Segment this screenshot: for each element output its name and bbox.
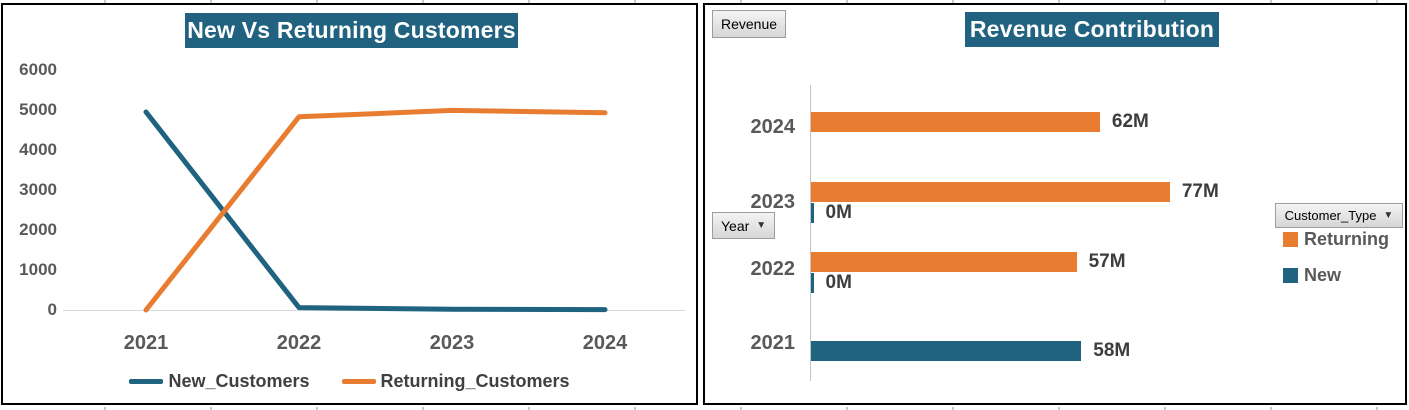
- bar-2021-new[interactable]: [811, 341, 1082, 361]
- category-axis-label: 2023: [750, 191, 796, 213]
- category-axis-label: 2022: [750, 258, 796, 280]
- pivot-field-button-customer-type-label: Customer_Type: [1284, 208, 1377, 223]
- line-chart-panel[interactable]: New Vs Returning Customers 6000 5000 4000 3…: [1, 3, 698, 405]
- legend-item-new[interactable]: New: [1283, 265, 1389, 286]
- bar-2024-returning[interactable]: [811, 112, 1100, 132]
- y-axis-tick-label: 1000: [19, 260, 57, 279]
- bar-chart-title[interactable]: Revenue Contribution: [965, 12, 1219, 47]
- y-axis-tick-label: 2000: [19, 220, 57, 239]
- bar-chart-panel[interactable]: Revenue Revenue Contribution 2024 62M 2023…: [703, 3, 1407, 405]
- pivot-field-button-year[interactable]: Year ▼: [712, 212, 776, 239]
- bar-data-label: 0M: [825, 272, 852, 293]
- bar-data-label: 77M: [1181, 181, 1219, 202]
- bar-data-label: 58M: [1093, 340, 1131, 361]
- bar-chart-legend[interactable]: Returning New: [1283, 229, 1389, 301]
- legend-item-label: Returning_Customers: [380, 371, 570, 391]
- sheet-gridline-strip-bottom: [0, 407, 1409, 410]
- bar-chart-category-axis-line: [810, 85, 811, 381]
- category-axis-label: 2024: [750, 116, 796, 138]
- bar-data-label: 0M: [825, 202, 852, 223]
- legend-item-returning_customers[interactable]: Returning_Customers: [341, 371, 570, 392]
- dropdown-arrow-icon: ▼: [756, 219, 767, 231]
- legend-item-label: New_Customers: [168, 371, 310, 391]
- bar-data-label: 57M: [1088, 251, 1126, 272]
- y-axis-tick-label: 4000: [19, 140, 57, 159]
- bar-2023-returning[interactable]: [811, 182, 1170, 202]
- y-axis-tick-label: 6000: [19, 60, 57, 79]
- x-axis-tick-label: 2021: [123, 332, 169, 354]
- legend-item-returning[interactable]: Returning: [1283, 229, 1389, 250]
- legend-item-label: Returning: [1304, 229, 1389, 249]
- legend-item-new_customers[interactable]: New_Customers: [129, 371, 310, 392]
- x-axis-tick-label: 2023: [429, 332, 475, 354]
- pivot-field-button-revenue-label: Revenue: [721, 16, 778, 32]
- y-axis-tick-label: 5000: [19, 100, 57, 119]
- line-chart-plot-area[interactable]: [3, 5, 696, 403]
- pivot-field-button-customer-type[interactable]: Customer_Type ▼: [1275, 203, 1403, 228]
- legend-line-swatch: [341, 379, 376, 384]
- bar-data-label: 62M: [1111, 111, 1149, 132]
- bar-2022-new[interactable]: [811, 273, 814, 293]
- sheet-gridline-strip-top: [0, 0, 1409, 3]
- x-axis-tick-label: 2024: [582, 332, 628, 354]
- pivot-field-button-revenue[interactable]: Revenue: [712, 10, 787, 38]
- legend-color-swatch: [1283, 232, 1298, 247]
- line-series-new_customers[interactable]: [143, 109, 608, 313]
- category-axis-label: 2021: [750, 332, 796, 354]
- line-chart-legend[interactable]: New_Customers Returning_Customers: [3, 371, 696, 392]
- legend-color-swatch: [1283, 268, 1298, 283]
- legend-item-label: New: [1304, 265, 1342, 285]
- line-series-returning_customers[interactable]: [143, 107, 608, 313]
- x-axis-tick-label: 2022: [276, 332, 322, 354]
- y-axis-tick-label: 0: [47, 300, 57, 319]
- dropdown-arrow-icon: ▼: [1383, 209, 1394, 221]
- pivot-field-button-year-label: Year: [721, 217, 750, 234]
- bar-2023-new[interactable]: [811, 203, 814, 223]
- legend-line-swatch: [129, 379, 164, 384]
- bar-2022-returning[interactable]: [811, 252, 1077, 272]
- y-axis-tick-label: 3000: [19, 180, 57, 199]
- line-chart-title[interactable]: New Vs Returning Customers: [185, 13, 518, 48]
